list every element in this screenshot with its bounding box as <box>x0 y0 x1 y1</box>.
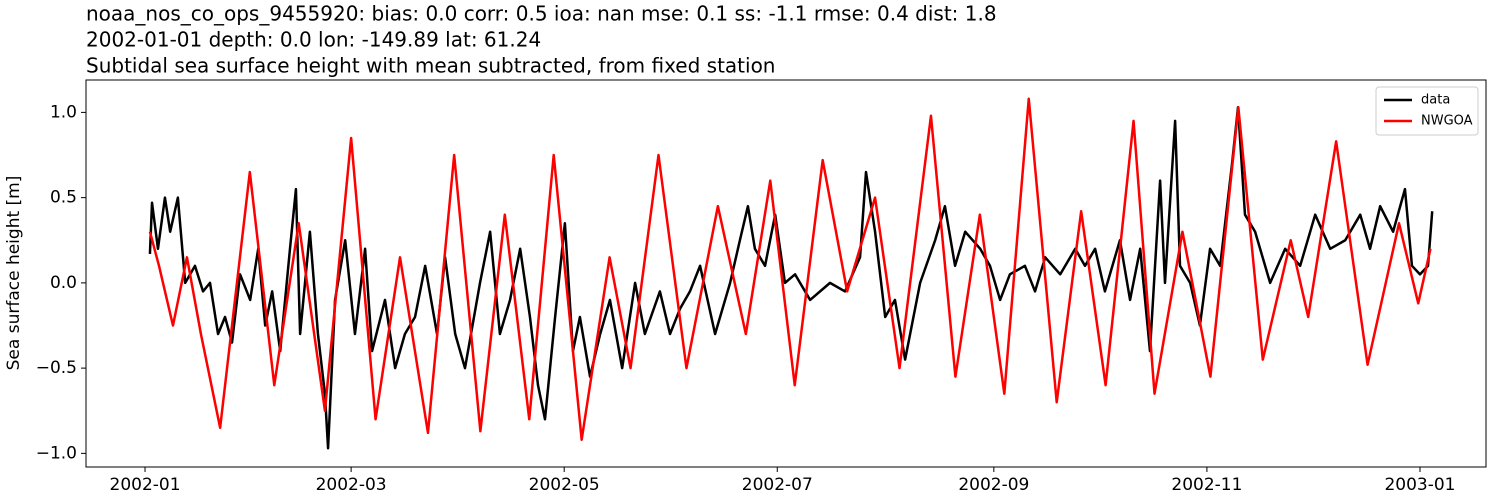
x-tick-label: 2002-07 <box>742 475 813 495</box>
chart-subtitle: 2002-01-01 depth: 0.0 lon: -149.89 lat: … <box>86 28 541 52</box>
legend-label: data <box>1421 93 1450 108</box>
chart-subtitle: Subtidal sea surface height with mean su… <box>86 54 775 78</box>
data-line <box>148 97 1432 441</box>
x-tick-label: 2002-03 <box>316 475 387 495</box>
x-tick-label: 2002-11 <box>1171 475 1242 495</box>
y-tick-label: 0.0 <box>50 273 77 293</box>
legend-label: NWGOA <box>1421 114 1473 129</box>
y-tick-label: −0.5 <box>36 358 77 378</box>
x-tick-label: 2002-09 <box>958 475 1029 495</box>
y-tick-label: 1.0 <box>50 102 77 122</box>
chart-title: noaa_nos_co_ops_9455920: bias: 0.0 corr:… <box>86 2 997 26</box>
y-axis-label: Sea surface height [m] <box>4 176 24 371</box>
x-tick-label: 2002-01 <box>110 475 181 495</box>
y-tick-label: −1.0 <box>36 443 77 463</box>
x-tick-label: 2003-01 <box>1384 475 1455 495</box>
x-tick-label: 2002-05 <box>529 475 600 495</box>
plot-frame <box>85 79 1487 468</box>
y-tick-label: 0.5 <box>50 188 77 208</box>
